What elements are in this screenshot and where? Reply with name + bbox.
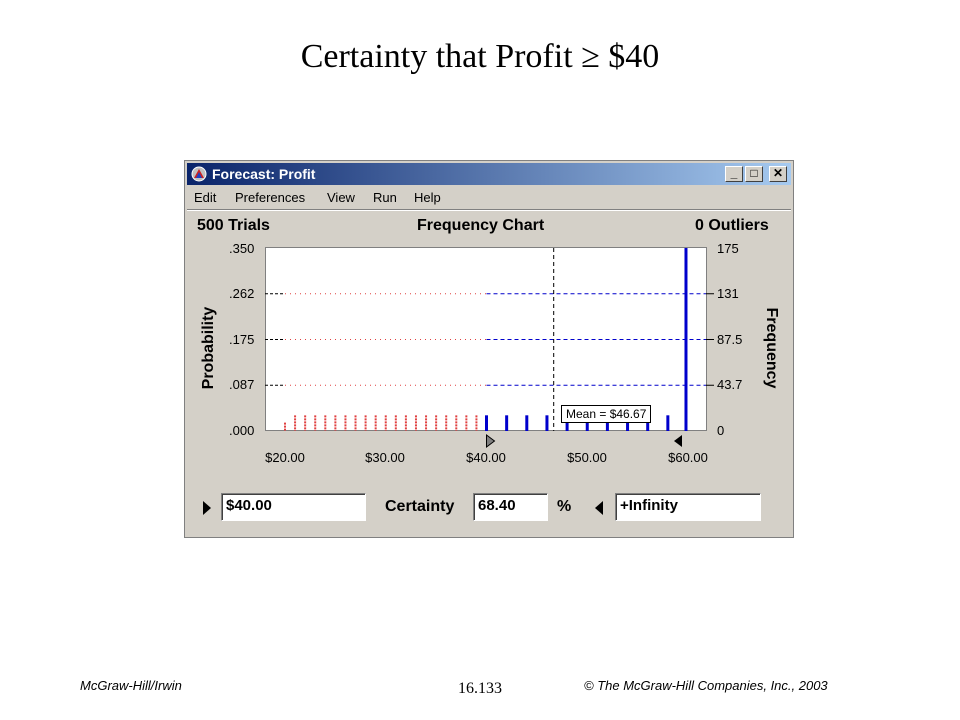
upper-bound-input[interactable]: +Infinity xyxy=(615,493,761,521)
lower-bound-input[interactable]: $40.00 xyxy=(221,493,366,521)
lower-bound-arrow-icon[interactable] xyxy=(203,501,211,515)
menu-bar: Edit Preferences View Run Help xyxy=(187,187,791,207)
menu-edit[interactable]: Edit xyxy=(194,190,217,205)
menu-separator xyxy=(187,209,791,211)
y-right-tick: 0 xyxy=(717,423,725,438)
y-left-tick: .350 xyxy=(229,241,255,256)
x-tick-label: $50.00 xyxy=(567,450,607,465)
upper-range-marker-icon xyxy=(674,435,682,447)
certainty-value-field[interactable]: 68.40 xyxy=(473,493,548,521)
x-tick-label: $20.00 xyxy=(265,450,305,465)
menu-run[interactable]: Run xyxy=(373,190,397,205)
probability-axis-label: Probability xyxy=(200,306,217,390)
minimize-button[interactable]: _ xyxy=(725,166,743,182)
chart-name: Frequency Chart xyxy=(417,217,545,234)
menu-view[interactable]: View xyxy=(327,190,355,205)
window-titlebar[interactable]: Forecast: Profit _ □ ✕ xyxy=(187,163,791,185)
trials-count: 500 Trials xyxy=(197,217,270,234)
maximize-button[interactable]: □ xyxy=(745,166,763,182)
lower-range-marker-icon xyxy=(486,434,496,448)
y-right-tick: 43.7 xyxy=(717,377,743,392)
x-tick-label: $40.00 xyxy=(466,450,506,465)
upper-bound-arrow-icon[interactable] xyxy=(595,501,603,515)
slide-number: 16.133 xyxy=(458,680,502,697)
percent-label: % xyxy=(557,498,572,515)
y-right-tick: 131 xyxy=(717,286,739,301)
y-left-tick: .000 xyxy=(229,423,255,438)
menu-help[interactable]: Help xyxy=(414,190,441,205)
y-left-tick: .087 xyxy=(229,377,255,392)
close-button[interactable]: ✕ xyxy=(769,166,787,182)
mean-label: Mean = $46.67 xyxy=(561,405,652,423)
y-right-tick: 175 xyxy=(717,241,739,256)
forecast-window: Forecast: Profit _ □ ✕ Edit Preferences … xyxy=(184,160,794,538)
footer-publisher: McGraw-Hill/Irwin xyxy=(80,678,182,693)
y-right-tick: 87.5 xyxy=(717,332,743,347)
y-left-tick: .262 xyxy=(229,286,255,301)
slide-title: Certainty that Profit ≥ $40 xyxy=(300,38,660,75)
frequency-axis-label: Frequency xyxy=(763,307,780,389)
x-tick-label: $30.00 xyxy=(365,450,405,465)
menu-preferences[interactable]: Preferences xyxy=(235,190,306,205)
frequency-chart xyxy=(265,248,714,448)
outliers-count: 0 Outliers xyxy=(695,217,769,234)
x-tick-label: $60.00 xyxy=(668,450,708,465)
footer-copyright: © The McGraw-Hill Companies, Inc., 2003 xyxy=(584,678,828,693)
window-title: Forecast: Profit xyxy=(212,166,316,182)
crystal-ball-app-icon xyxy=(191,166,207,182)
certainty-label: Certainty xyxy=(385,498,455,515)
y-left-tick: .175 xyxy=(229,332,255,347)
